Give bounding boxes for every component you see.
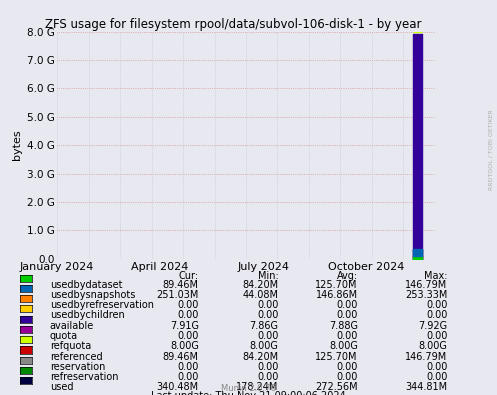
Text: 0.00: 0.00 [177, 372, 199, 382]
Text: refquota: refquota [50, 341, 91, 351]
Text: 8.00G: 8.00G [249, 341, 278, 351]
Text: 0.00: 0.00 [426, 300, 447, 310]
Text: usedbychildren: usedbychildren [50, 310, 124, 320]
Text: usedbyrefreservation: usedbyrefreservation [50, 300, 154, 310]
Text: 0.00: 0.00 [426, 310, 447, 320]
Text: 125.70M: 125.70M [315, 352, 358, 361]
Text: 253.33M: 253.33M [405, 290, 447, 300]
Text: 84.20M: 84.20M [242, 280, 278, 290]
Text: Min:: Min: [257, 271, 278, 280]
Text: 8.00G: 8.00G [418, 341, 447, 351]
Text: Munin 2.0.76: Munin 2.0.76 [221, 384, 276, 393]
Text: 344.81M: 344.81M [405, 382, 447, 392]
Text: Cur:: Cur: [179, 271, 199, 280]
Text: 0.00: 0.00 [257, 372, 278, 382]
Text: Max:: Max: [424, 271, 447, 280]
Text: 125.70M: 125.70M [315, 280, 358, 290]
Text: 7.92G: 7.92G [418, 321, 447, 331]
Text: ZFS usage for filesystem rpool/data/subvol-106-disk-1 - by year: ZFS usage for filesystem rpool/data/subv… [45, 18, 422, 31]
Text: usedbydataset: usedbydataset [50, 280, 122, 290]
Y-axis label: bytes: bytes [12, 130, 22, 160]
Text: 7.88G: 7.88G [329, 321, 358, 331]
Text: 0.00: 0.00 [177, 310, 199, 320]
Text: 0.00: 0.00 [257, 362, 278, 372]
Text: 89.46M: 89.46M [163, 352, 199, 361]
Text: 0.00: 0.00 [336, 310, 358, 320]
Text: 0.00: 0.00 [177, 331, 199, 341]
Text: 251.03M: 251.03M [157, 290, 199, 300]
Text: 0.00: 0.00 [336, 372, 358, 382]
Text: 0.00: 0.00 [177, 362, 199, 372]
Text: 0.00: 0.00 [426, 331, 447, 341]
Text: 0.00: 0.00 [426, 372, 447, 382]
Text: 7.91G: 7.91G [170, 321, 199, 331]
Text: reservation: reservation [50, 362, 105, 372]
Text: 146.79M: 146.79M [405, 352, 447, 361]
Text: used: used [50, 382, 73, 392]
Text: 146.86M: 146.86M [316, 290, 358, 300]
Text: 0.00: 0.00 [426, 362, 447, 372]
Text: 44.08M: 44.08M [243, 290, 278, 300]
Text: 8.00G: 8.00G [170, 341, 199, 351]
Text: quota: quota [50, 331, 78, 341]
Text: Avg:: Avg: [336, 271, 358, 280]
Text: 0.00: 0.00 [177, 300, 199, 310]
Text: 84.20M: 84.20M [242, 352, 278, 361]
Text: 8.00G: 8.00G [329, 341, 358, 351]
Text: 178.24M: 178.24M [236, 382, 278, 392]
Text: 340.48M: 340.48M [157, 382, 199, 392]
Text: 0.00: 0.00 [257, 300, 278, 310]
Text: RRDTOOL / TOBI OETIKER: RRDTOOL / TOBI OETIKER [489, 110, 494, 190]
Text: referenced: referenced [50, 352, 102, 361]
Text: 0.00: 0.00 [336, 362, 358, 372]
Text: usedbysnapshots: usedbysnapshots [50, 290, 135, 300]
Text: 0.00: 0.00 [336, 300, 358, 310]
Text: 0.00: 0.00 [257, 331, 278, 341]
Text: 0.00: 0.00 [257, 310, 278, 320]
Text: Last update: Thu Nov 21 09:00:06 2024: Last update: Thu Nov 21 09:00:06 2024 [151, 391, 346, 395]
Text: refreservation: refreservation [50, 372, 118, 382]
Text: 89.46M: 89.46M [163, 280, 199, 290]
Text: available: available [50, 321, 94, 331]
Text: 7.86G: 7.86G [249, 321, 278, 331]
Text: 272.56M: 272.56M [315, 382, 358, 392]
Text: 146.79M: 146.79M [405, 280, 447, 290]
Text: 0.00: 0.00 [336, 331, 358, 341]
